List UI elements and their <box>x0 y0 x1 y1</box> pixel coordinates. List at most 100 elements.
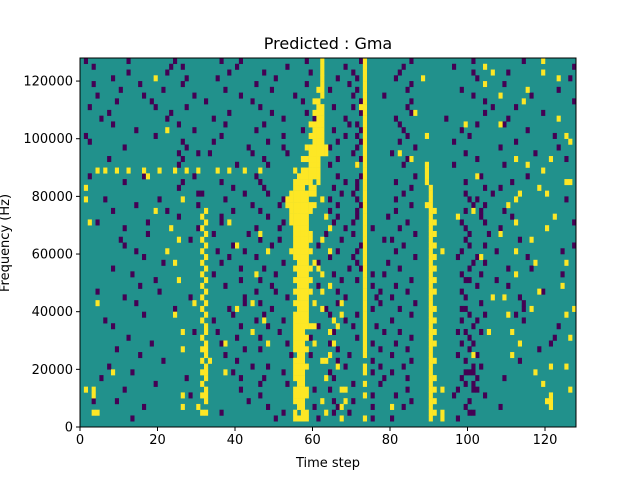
heatmap-cell-high <box>428 300 433 307</box>
heatmap-cell-low <box>83 132 89 139</box>
heatmap-cell-high <box>308 248 313 255</box>
heatmap-cell-high <box>514 219 519 226</box>
heatmap-cell-high <box>362 150 368 157</box>
heatmap-cell-high <box>83 184 89 191</box>
heatmap-cell-high <box>300 156 306 163</box>
heatmap-cell-high <box>300 300 306 307</box>
heatmap-cell-high <box>312 190 317 197</box>
heatmap-cell-low <box>238 265 244 272</box>
heatmap-cell-high <box>258 230 263 237</box>
heatmap-cell-high <box>304 173 309 180</box>
heatmap-cell-high <box>300 323 306 330</box>
heatmap-cell-high <box>362 242 368 249</box>
heatmap-cell-high <box>300 225 306 232</box>
heatmap-cell-high <box>362 328 368 335</box>
heatmap-cell-low <box>122 294 127 301</box>
heatmap-cell-low <box>463 369 468 376</box>
heatmap-cell-low <box>556 86 561 93</box>
heatmap-cell-low <box>215 248 220 255</box>
heatmap-cell-low <box>335 346 340 353</box>
heatmap-cell-low <box>266 161 271 168</box>
heatmap-cell-high <box>362 109 368 116</box>
heatmap-cell-high <box>297 392 302 399</box>
heatmap-cell-low <box>521 300 526 307</box>
x-tick-label: 80 <box>382 433 399 448</box>
heatmap-cell-high <box>312 300 317 307</box>
heatmap-cell-high <box>293 363 298 370</box>
heatmap-cell-high <box>293 409 298 416</box>
heatmap-cell-low <box>196 225 201 232</box>
heatmap-cell-low <box>359 156 364 163</box>
y-tick-label: 0 <box>65 421 73 436</box>
heatmap-cell-high <box>289 207 294 214</box>
heatmap-cell-low <box>161 357 166 364</box>
heatmap-cell-high <box>432 340 437 347</box>
heatmap-cell-low <box>370 225 375 232</box>
heatmap-cell-low <box>459 86 464 93</box>
heatmap-cell-low <box>483 184 488 191</box>
heatmap-cell-low <box>149 340 154 347</box>
heatmap-cell-high <box>490 294 495 301</box>
heatmap-cell-high <box>304 323 309 330</box>
heatmap-cell-high <box>293 167 298 174</box>
heatmap-cell-low <box>525 173 530 180</box>
heatmap-cell-high <box>424 202 430 209</box>
heatmap-cell-high <box>428 196 433 203</box>
heatmap-cell-high <box>297 311 302 318</box>
heatmap-cell-high <box>564 179 569 186</box>
heatmap-cell-high <box>428 282 433 289</box>
heatmap-cell-high <box>297 288 302 295</box>
heatmap-cell-high <box>304 167 309 174</box>
heatmap-cell-high <box>498 121 503 128</box>
heatmap-cell-high <box>297 196 302 203</box>
heatmap-cell-low <box>397 69 402 76</box>
heatmap-cell-low <box>490 190 495 197</box>
heatmap-cell-low <box>277 236 282 243</box>
heatmap-cell-low <box>165 115 170 122</box>
heatmap-cell-high <box>165 127 170 134</box>
heatmap-cell-low <box>483 259 488 266</box>
heatmap-cell-high <box>300 179 306 186</box>
heatmap-cell-low <box>235 63 240 70</box>
heatmap-cell-high <box>200 334 205 341</box>
heatmap-cell-high <box>312 98 317 105</box>
heatmap-cell-high <box>300 265 306 272</box>
heatmap-cell-low <box>455 386 461 393</box>
heatmap-cell-low <box>467 242 472 249</box>
heatmap-cell-low <box>351 150 356 157</box>
heatmap-cell-high <box>312 161 317 168</box>
heatmap-cell-low <box>99 375 104 382</box>
heatmap-cell-high <box>184 167 189 174</box>
heatmap-cell-low <box>223 282 228 289</box>
heatmap-cell-low <box>537 346 542 353</box>
heatmap-cell-high <box>316 161 321 168</box>
heatmap-cell-low <box>207 150 213 157</box>
heatmap-cell-high <box>297 248 302 255</box>
heatmap-cell-low <box>215 328 220 335</box>
heatmap-cell-high <box>297 328 302 335</box>
heatmap-cell-high <box>300 334 306 341</box>
heatmap-cell-low <box>238 323 244 330</box>
heatmap-cell-low <box>130 415 135 422</box>
heatmap-cell-low <box>258 346 263 353</box>
heatmap-cell-low <box>157 288 162 295</box>
heatmap-cell-high <box>300 409 306 416</box>
heatmap-cell-low <box>227 109 232 116</box>
heatmap-cell-low <box>262 311 267 318</box>
y-tick-label: 40000 <box>32 305 73 320</box>
heatmap-cell-low <box>479 271 484 278</box>
heatmap-cell-high <box>316 115 321 122</box>
heatmap-cell-low <box>471 369 476 376</box>
heatmap-cell-low <box>324 230 329 237</box>
heatmap-cell-low <box>343 63 348 70</box>
heatmap-cell-low <box>409 81 414 88</box>
heatmap-cell-high <box>297 207 302 214</box>
heatmap-cell-high <box>297 282 302 289</box>
heatmap-cell-high <box>428 184 433 191</box>
heatmap-cell-low <box>374 323 379 330</box>
heatmap-cell-high <box>362 161 368 168</box>
heatmap-cell-high <box>300 352 306 359</box>
heatmap-cell-low <box>281 219 286 226</box>
heatmap-cell-low <box>331 104 337 111</box>
